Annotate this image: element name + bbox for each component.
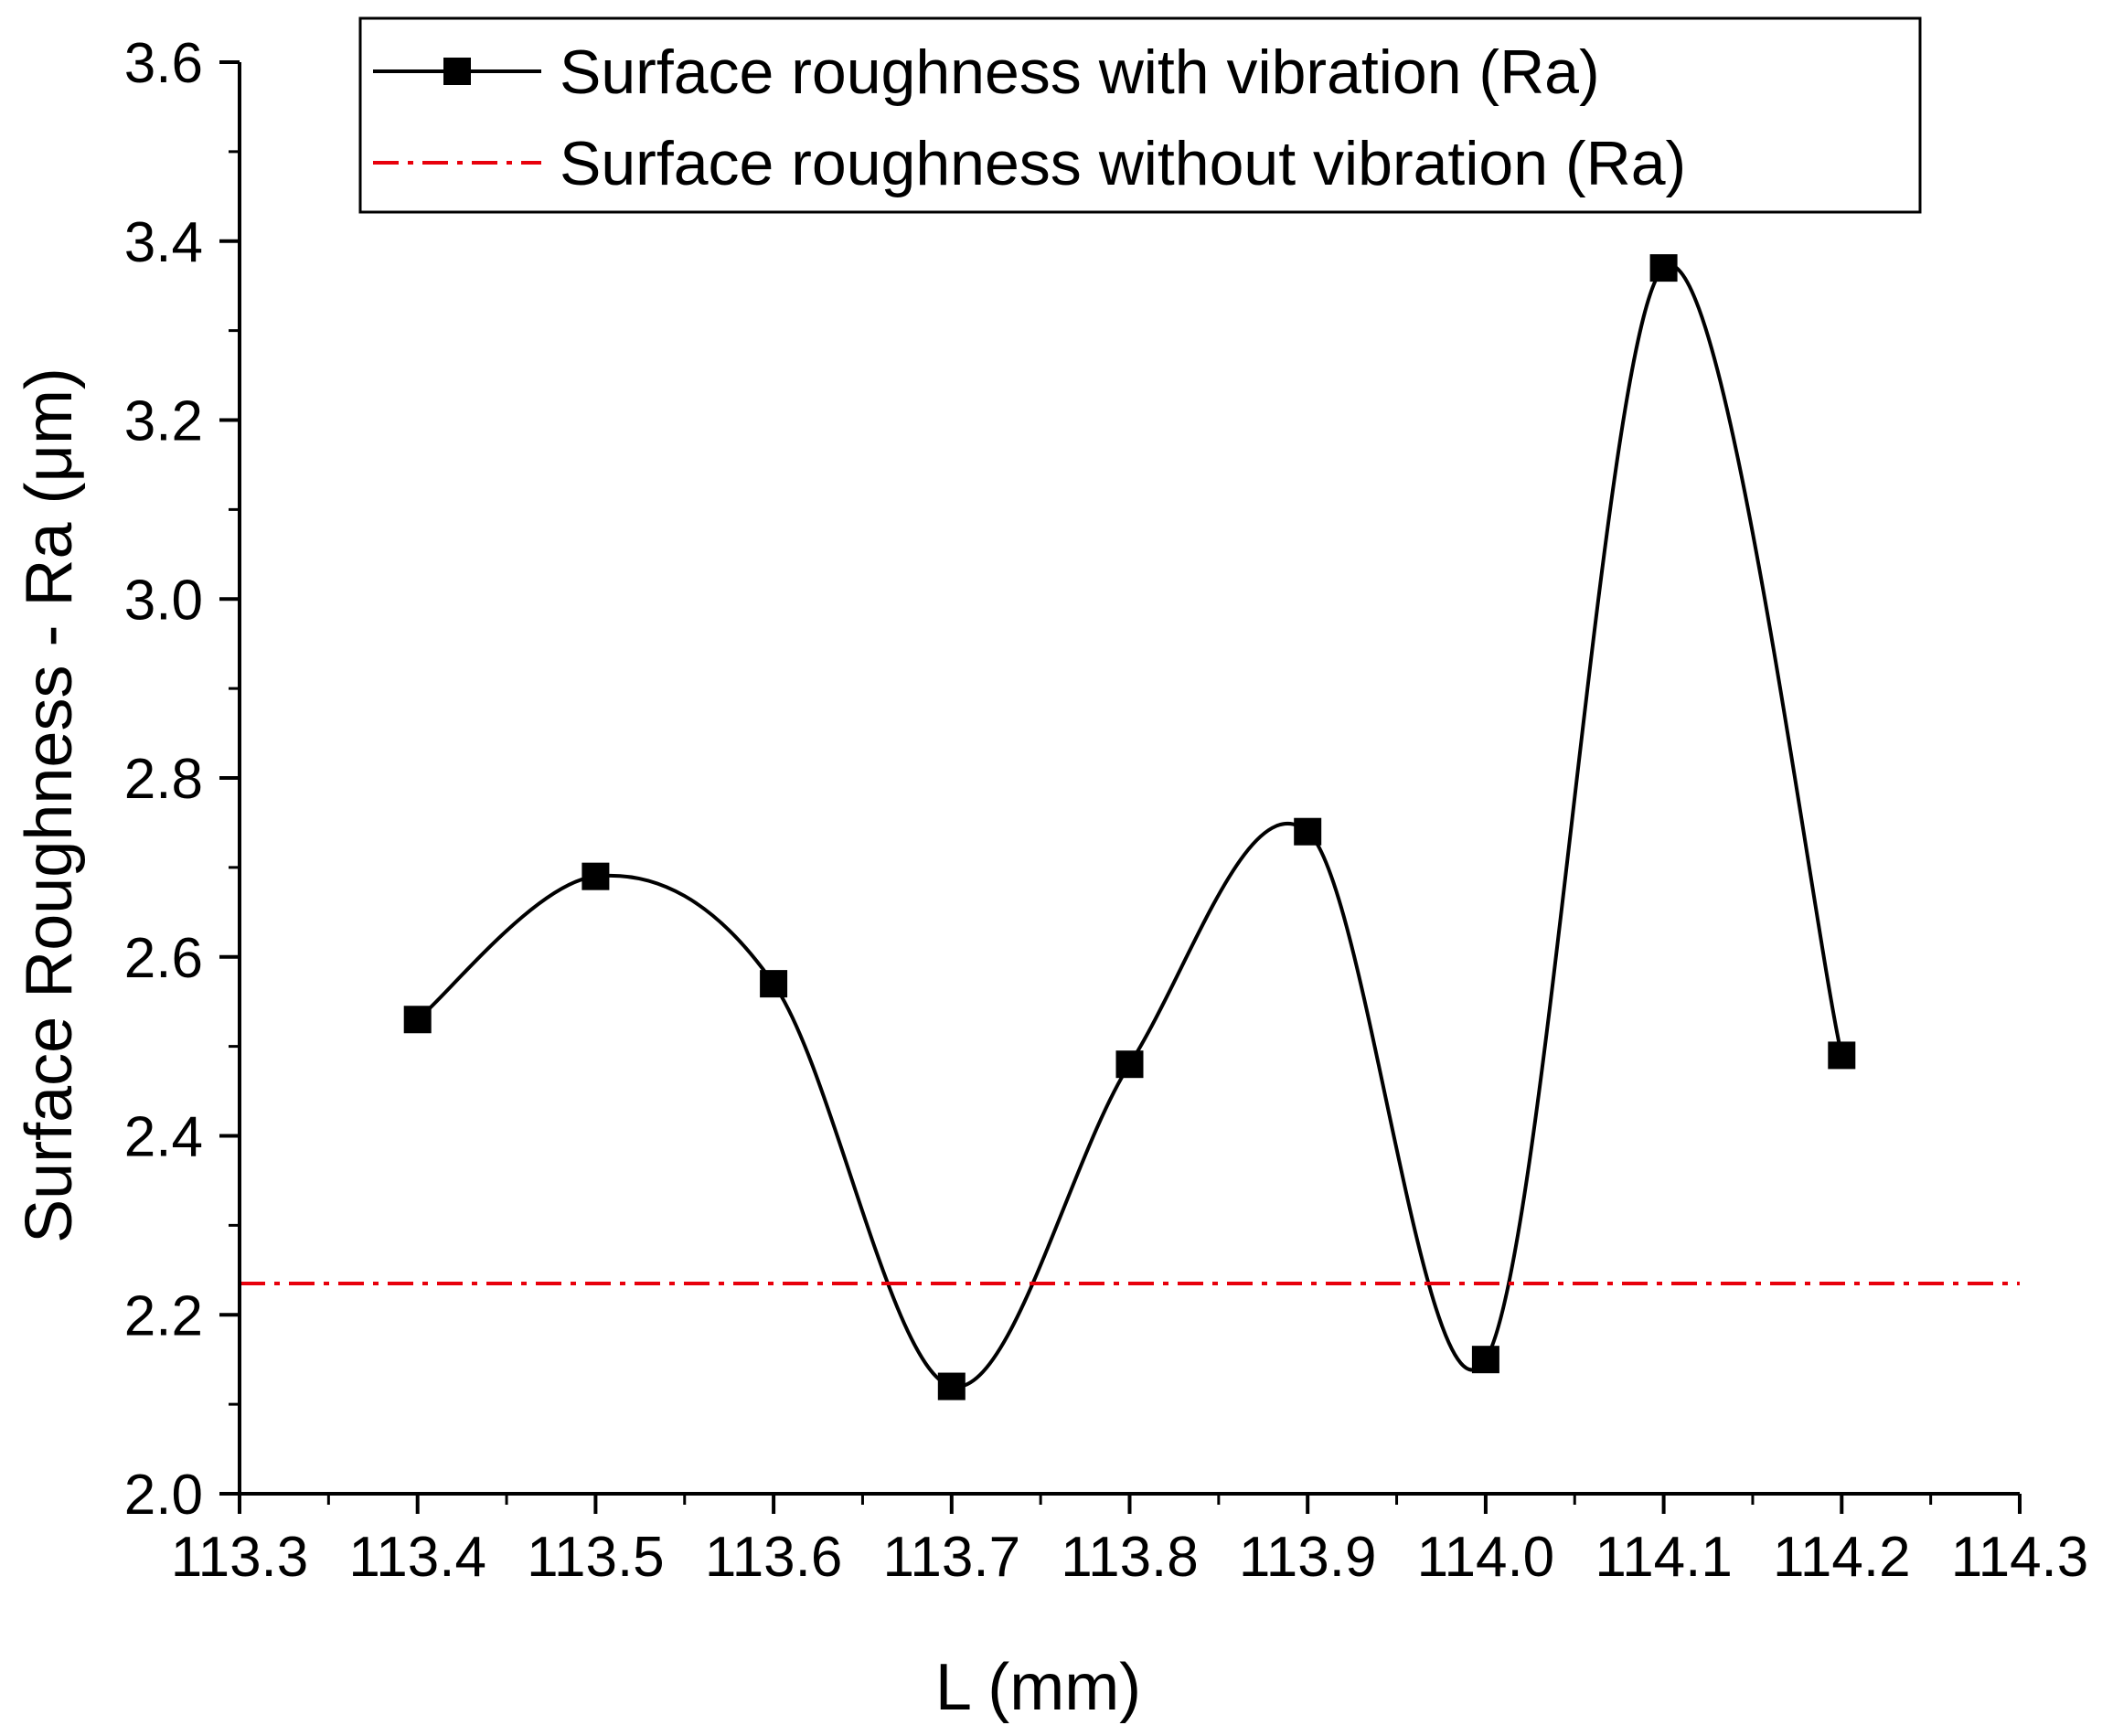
x-tick-label: 113.3 bbox=[171, 1526, 309, 1589]
data-point-with-vibration bbox=[1649, 254, 1678, 282]
y-tick-label: 3.0 bbox=[124, 569, 203, 632]
legend: Surface roughness with vibration (Ra) Sur… bbox=[358, 16, 1922, 214]
legend-label: Surface roughness without vibration (Ra) bbox=[560, 129, 1686, 198]
y-tick-label: 2.6 bbox=[124, 927, 203, 990]
y-tick-label: 2.0 bbox=[124, 1464, 203, 1527]
axes: 113.3 113.4 113.5 113.6 113.7 113.8 113.9 114.0… bbox=[13, 32, 2088, 1724]
y-tick-label: 3.6 bbox=[124, 32, 203, 95]
legend-box bbox=[358, 16, 1922, 214]
y-tick-label: 2.4 bbox=[124, 1106, 203, 1169]
y-axis-title: Surface Roughness - Ra (μm) bbox=[13, 367, 86, 1243]
x-tick-label: 114.2 bbox=[1773, 1526, 1911, 1589]
data-point-with-vibration bbox=[403, 1006, 432, 1034]
x-tick-label: 113.9 bbox=[1239, 1526, 1377, 1589]
x-tick-label: 114.3 bbox=[1951, 1526, 2089, 1589]
data-point-with-vibration bbox=[1471, 1346, 1499, 1374]
y-tick-label: 2.2 bbox=[124, 1284, 203, 1347]
x-tick-label: 113.4 bbox=[348, 1526, 486, 1589]
plot-area bbox=[240, 254, 2020, 1401]
legend-swatch-marker-with-vibration bbox=[443, 58, 471, 85]
series-line-with-vibration bbox=[416, 263, 1844, 1389]
y-tick-label: 2.8 bbox=[124, 748, 203, 811]
x-tick-label: 113.6 bbox=[705, 1526, 843, 1589]
data-point-with-vibration bbox=[582, 862, 610, 890]
y-tick-label: 3.4 bbox=[124, 211, 203, 274]
x-axis-title: L (mm) bbox=[935, 1651, 1141, 1724]
x-tick-label: 113.8 bbox=[1061, 1526, 1199, 1589]
data-point-with-vibration bbox=[760, 970, 788, 998]
data-point-with-vibration bbox=[1115, 1050, 1144, 1079]
legend-label: Surface roughness with vibration (Ra) bbox=[560, 37, 1600, 107]
x-tick-label: 114.0 bbox=[1417, 1526, 1555, 1589]
x-tick-label: 114.1 bbox=[1595, 1526, 1733, 1589]
data-point-with-vibration bbox=[1294, 817, 1322, 846]
x-tick-label: 113.7 bbox=[883, 1526, 1021, 1589]
x-tick-label: 113.5 bbox=[527, 1526, 665, 1589]
data-point-with-vibration bbox=[1828, 1041, 1856, 1070]
data-point-with-vibration bbox=[937, 1372, 966, 1401]
y-tick-label: 3.2 bbox=[124, 390, 203, 453]
